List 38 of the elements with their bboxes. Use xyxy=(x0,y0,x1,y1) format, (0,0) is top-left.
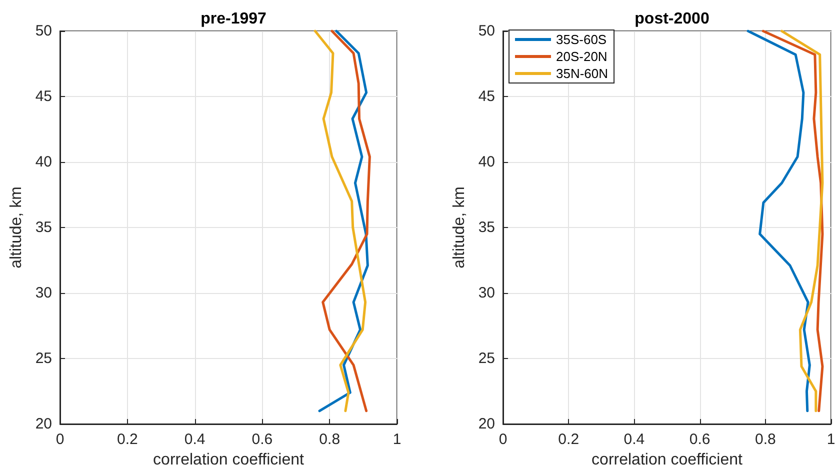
chart-title: pre-1997 xyxy=(200,10,267,28)
x-axis-title: correlation coefficient xyxy=(592,452,743,468)
x-tick-label: 0.4 xyxy=(184,431,206,448)
y-tick-label: 40 xyxy=(35,154,52,170)
y-tick-label: 40 xyxy=(478,154,495,170)
line-series xyxy=(746,30,811,412)
y-tick-label: 20 xyxy=(35,416,52,432)
x-tick-label: 0.2 xyxy=(116,431,138,448)
legend-label: 35S-60S xyxy=(556,32,607,47)
y-axis-title: altitude, km xyxy=(450,186,468,268)
y-tick-label: 30 xyxy=(478,284,495,302)
y-tick-label: 45 xyxy=(478,88,495,105)
y-tick-label: 50 xyxy=(478,22,495,40)
x-tick-label: 0.4 xyxy=(624,431,645,448)
x-tick-label: 0.6 xyxy=(689,431,710,448)
y-tick-label: 35 xyxy=(478,219,495,236)
line-series xyxy=(762,30,824,412)
legend-label: 20S-20N xyxy=(556,49,608,64)
y-tick-label: 20 xyxy=(478,416,495,432)
x-tick-label: 0.8 xyxy=(754,431,776,448)
x-tick-label: 1 xyxy=(826,431,836,448)
y-tick-label: 35 xyxy=(35,219,52,236)
x-tick-label: 0.8 xyxy=(319,431,340,448)
chart-title: post-2000 xyxy=(634,10,710,28)
x-tick-label: 0 xyxy=(56,431,64,448)
x-tick-label: 0.2 xyxy=(558,431,580,448)
y-tick-label: 25 xyxy=(478,350,495,367)
x-tick-label: 0.6 xyxy=(252,431,273,448)
y-tick-label: 50 xyxy=(35,22,52,40)
y-axis-title: altitude, km xyxy=(8,186,25,268)
y-tick-label: 45 xyxy=(35,88,52,105)
x-tick-label: 1 xyxy=(392,431,402,448)
x-tick-label: 0 xyxy=(498,431,508,448)
line-series xyxy=(780,30,824,412)
legend-label: 35N-60N xyxy=(556,66,608,81)
y-tick-label: 25 xyxy=(35,350,52,367)
x-axis-title: correlation coefficient xyxy=(153,452,304,468)
y-tick-label: 30 xyxy=(35,284,52,302)
